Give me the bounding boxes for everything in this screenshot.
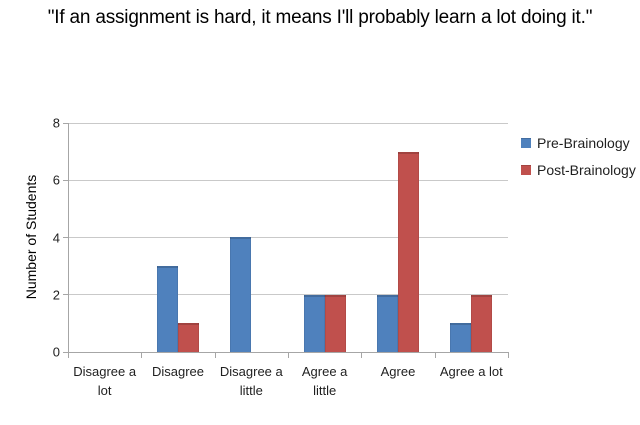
x-axis-label: Agree a lot bbox=[439, 364, 503, 379]
y-axis-tick bbox=[63, 237, 68, 238]
y-axis-tick bbox=[63, 179, 68, 181]
y-axis-tick bbox=[63, 351, 68, 353]
x-axis-label: Agree a little bbox=[301, 364, 348, 398]
legend-item-pre: Pre-Brainology bbox=[521, 135, 636, 151]
legend-item-post: Post-Brainology bbox=[521, 162, 636, 178]
y-tick-label: 6 bbox=[52, 172, 60, 188]
y-axis-line bbox=[68, 123, 69, 352]
bar-post-brainology-2 bbox=[178, 323, 199, 352]
y-tick-label: 2 bbox=[52, 287, 60, 303]
x-axis-tick bbox=[434, 353, 436, 358]
bar-pre-brainology-5 bbox=[377, 295, 398, 352]
x-axis-tick bbox=[68, 353, 69, 358]
x-axis-label: Disagree bbox=[151, 364, 205, 379]
bar-post-brainology-5 bbox=[398, 152, 419, 352]
bar-pre-brainology-6 bbox=[450, 323, 471, 352]
post-brainology-swatch-icon bbox=[521, 165, 531, 175]
bar-pre-brainology-2 bbox=[157, 266, 178, 352]
bar-post-brainology-4 bbox=[325, 295, 346, 352]
x-axis-tick bbox=[141, 353, 143, 358]
gridline bbox=[68, 122, 508, 124]
gridline bbox=[68, 179, 508, 181]
x-axis-label: Disagree a lot bbox=[73, 364, 137, 398]
x-axis-label: Disagree a little bbox=[219, 364, 283, 398]
y-tick-label: 4 bbox=[52, 230, 60, 245]
x-axis-tick bbox=[214, 353, 216, 358]
x-axis-line bbox=[68, 352, 509, 353]
legend-label-pre: Pre-Brainology bbox=[537, 135, 630, 151]
x-axis-tick bbox=[508, 353, 509, 358]
bar-pre-brainology-3 bbox=[230, 237, 251, 352]
y-axis-tick bbox=[63, 294, 68, 296]
y-axis-tick bbox=[63, 122, 68, 124]
gridline bbox=[68, 294, 508, 296]
legend-label-post: Post-Brainology bbox=[537, 162, 636, 178]
x-axis-tick bbox=[288, 353, 289, 358]
legend: Pre-Brainology Post-Brainology bbox=[521, 135, 636, 190]
x-axis-tick bbox=[361, 353, 363, 358]
y-tick-label: 8 bbox=[52, 115, 60, 131]
x-axis-label: Agree bbox=[380, 364, 416, 379]
bar-pre-brainology-4 bbox=[304, 295, 325, 352]
pre-brainology-swatch-icon bbox=[521, 138, 531, 148]
gridline bbox=[68, 237, 508, 238]
bar-post-brainology-6 bbox=[471, 295, 492, 352]
y-tick-label: 0 bbox=[52, 344, 60, 360]
chart-title: "If an assignment is hard, it means I'll… bbox=[47, 7, 593, 28]
